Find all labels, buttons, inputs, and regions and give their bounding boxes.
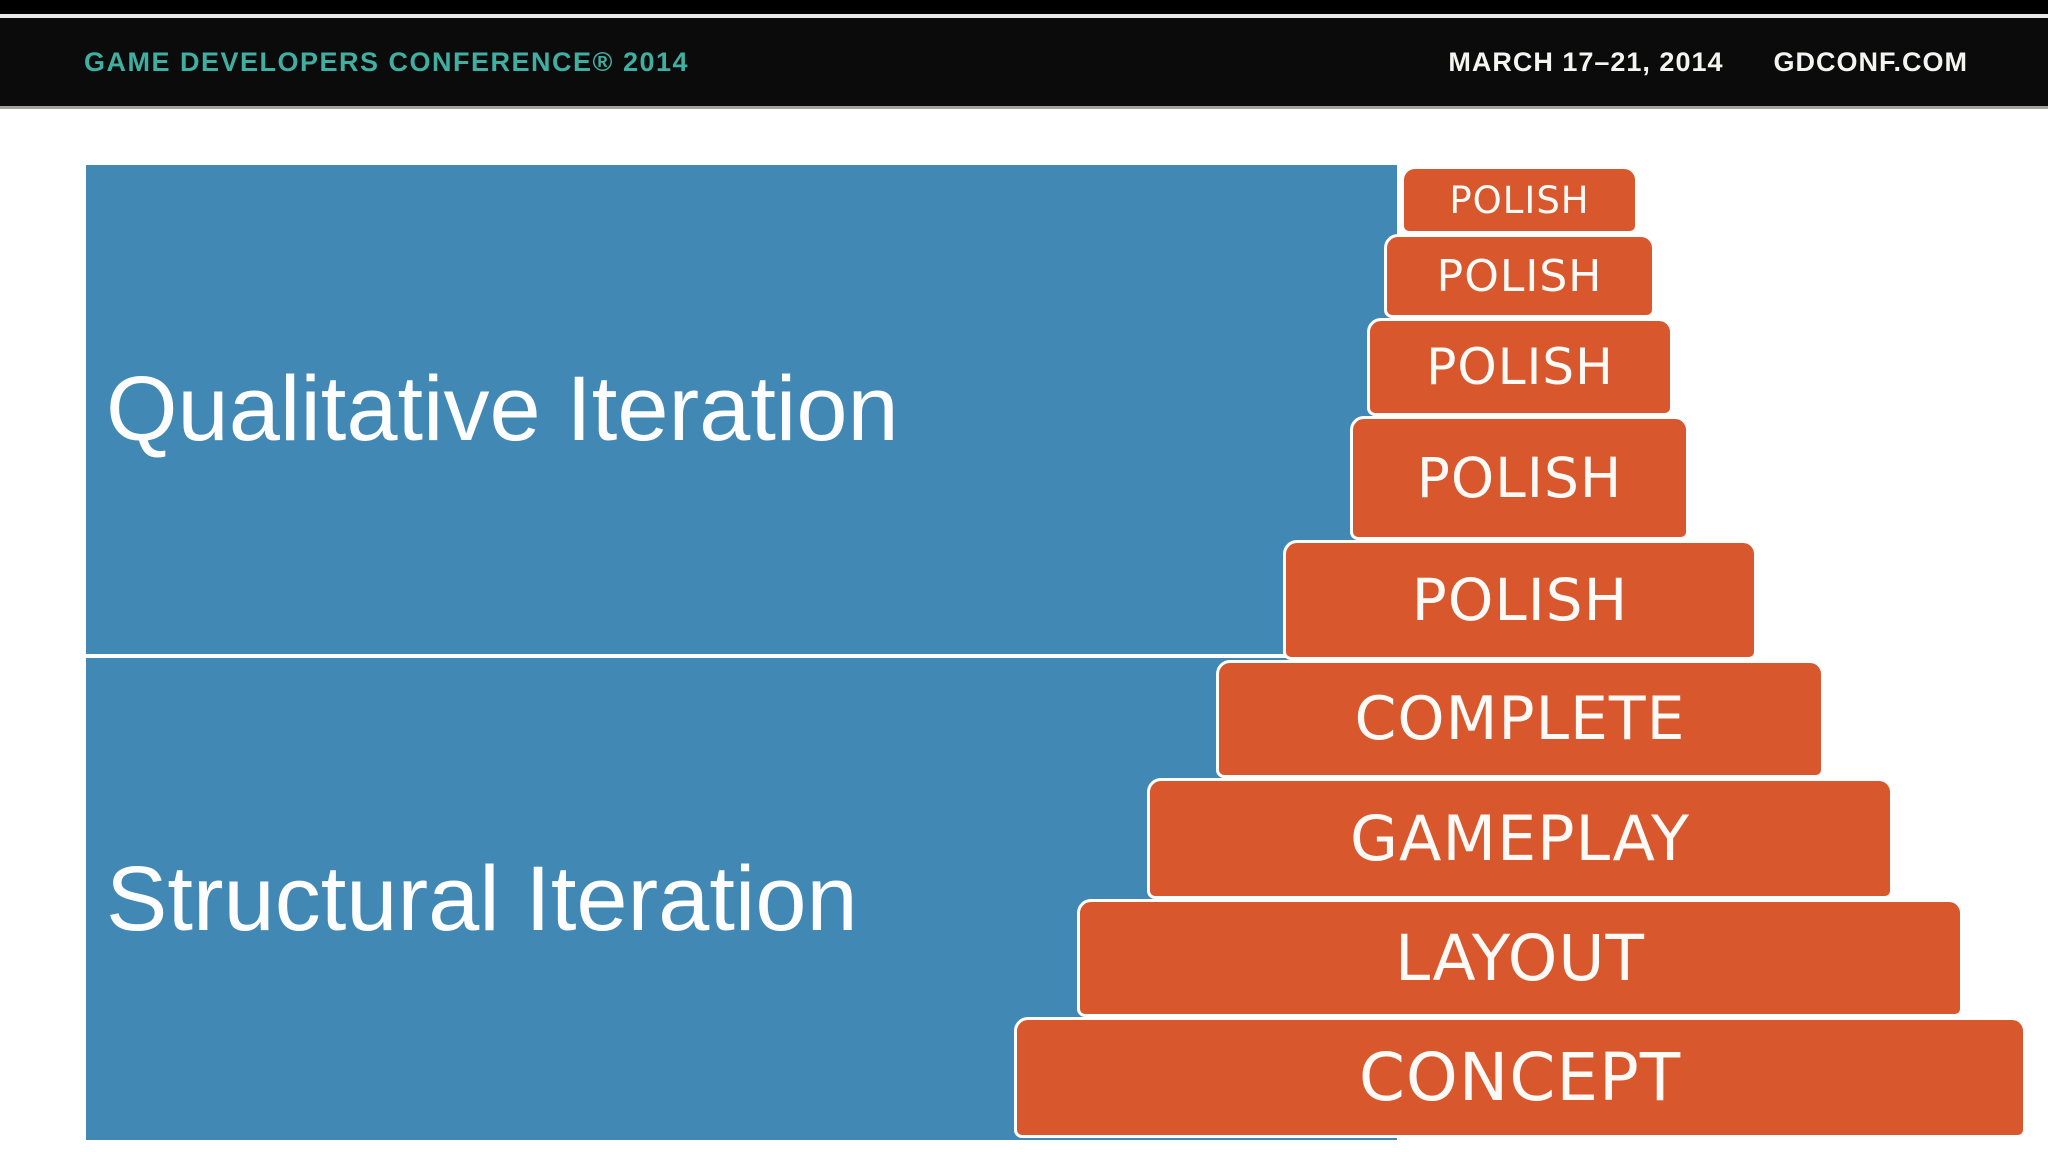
- pyramid-block-polish-1: POLISH: [1401, 166, 1638, 234]
- pyramid-block-complete-6: COMPLETE: [1216, 660, 1824, 778]
- header-bottom-edge: [0, 106, 2048, 109]
- pyramid-block-label: LAYOUT: [1395, 921, 1645, 995]
- pyramid-block-layout-8: LAYOUT: [1077, 899, 1963, 1017]
- pyramid-block-label: POLISH: [1411, 566, 1629, 634]
- pyramid-block-label: POLISH: [1426, 338, 1614, 396]
- letterbox-strip: [0, 0, 2048, 14]
- pyramid-block-polish-3: POLISH: [1367, 318, 1673, 416]
- header-top-edge: [0, 14, 2048, 18]
- pyramid-block-gameplay-7: GAMEPLAY: [1147, 778, 1893, 899]
- pyramid-block-concept-9: CONCEPT: [1014, 1017, 2026, 1138]
- pyramid-block-polish-4: POLISH: [1350, 416, 1689, 540]
- pyramid-block-label: POLISH: [1436, 250, 1603, 302]
- gdc-brand-text: GAME DEVELOPERS CONFERENCE® 2014: [84, 46, 690, 77]
- gdc-header-bar: GAME DEVELOPERS CONFERENCE® 2014 MARCH 1…: [0, 18, 2048, 106]
- gdc-site-text: GDCONF.COM: [1773, 46, 1968, 77]
- qualitative-section: Qualitative Iteration: [86, 165, 1397, 654]
- header-right-group: MARCH 17–21, 2014 GDCONF.COM: [1448, 47, 1968, 78]
- pyramid-block-label: POLISH: [1416, 446, 1623, 510]
- iteration-panel: Qualitative Iteration Structural Iterati…: [86, 165, 1397, 1140]
- gdc-dates-text: MARCH 17–21, 2014: [1448, 46, 1724, 77]
- pyramid-block-label: COMPLETE: [1354, 684, 1686, 754]
- section-divider-line: [86, 654, 1397, 658]
- pyramid-block-polish-2: POLISH: [1384, 234, 1655, 318]
- pyramid-block-label: POLISH: [1449, 178, 1590, 222]
- structural-label: Structural Iteration: [106, 847, 858, 950]
- qualitative-label: Qualitative Iteration: [106, 358, 899, 460]
- pyramid-block-label: CONCEPT: [1358, 1039, 1682, 1116]
- pyramid-block-polish-5: POLISH: [1283, 540, 1757, 660]
- pyramid-block-label: GAMEPLAY: [1350, 802, 1690, 875]
